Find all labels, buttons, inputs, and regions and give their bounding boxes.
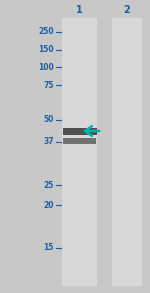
Bar	[112, 18, 142, 286]
Text: 15: 15	[44, 243, 54, 253]
Text: 20: 20	[44, 200, 54, 209]
Bar	[62, 18, 97, 286]
Text: 2: 2	[124, 5, 130, 15]
Text: 50: 50	[44, 115, 54, 125]
Text: 100: 100	[38, 62, 54, 71]
Bar	[63, 138, 96, 144]
Text: 1: 1	[76, 5, 82, 15]
Text: 75: 75	[44, 81, 54, 89]
Text: 250: 250	[38, 28, 54, 37]
Text: 25: 25	[44, 180, 54, 190]
Text: 150: 150	[38, 45, 54, 54]
Bar	[63, 128, 97, 135]
Text: 37: 37	[43, 137, 54, 146]
